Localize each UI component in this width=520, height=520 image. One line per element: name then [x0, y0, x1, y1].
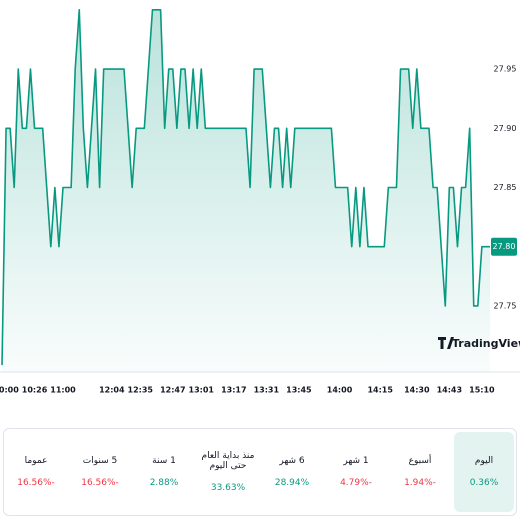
x-tick-label: 14:30	[404, 386, 430, 395]
y-tick-label: 27.85	[494, 183, 517, 192]
x-tick-label: 14:00	[327, 386, 353, 395]
chart: TradingView 27.7527.8027.8527.9027.9510:…	[0, 9, 520, 395]
x-tick-label: 15:10	[469, 386, 495, 395]
period-tab[interactable]: 5 سنوات -16.56%	[70, 432, 130, 512]
x-tick-label: 11:00	[50, 386, 76, 395]
period-name: أسبوع	[408, 456, 432, 466]
period-change: -4.79%	[340, 478, 372, 488]
x-tick-label: 14:43	[437, 386, 462, 395]
y-tick-label: 27.95	[494, 65, 517, 74]
x-tick-label: 13:17	[221, 386, 246, 395]
period-change: -1.94%	[404, 478, 436, 488]
x-tick-label: 13:45	[286, 386, 312, 395]
period-name: 1 شهر	[343, 456, 369, 466]
period-tab[interactable]: 1 شهر -4.79%	[326, 432, 386, 512]
area	[2, 9, 490, 372]
x-tick-label: 12:47	[160, 386, 185, 395]
period-tab[interactable]: 6 شهر 28.94%	[262, 432, 322, 512]
period-change: 28.94%	[274, 478, 310, 488]
period-tab[interactable]: أسبوع -1.94%	[390, 432, 450, 512]
last-price-badge	[491, 237, 517, 256]
x-tick-label: 13:01	[189, 386, 215, 395]
period-change: 33.63%	[210, 483, 246, 493]
price-line	[1, 9, 490, 366]
period-tab[interactable]: اليوم 0.36%	[454, 432, 514, 512]
period-name: اليوم	[474, 456, 494, 466]
period-name: 5 سنوات	[82, 456, 118, 466]
period-tab[interactable]: منذ بداية العام حتى اليوم 33.63%	[198, 432, 258, 512]
period-name: منذ بداية العام حتى اليوم	[201, 451, 255, 471]
period-name: 6 شهر	[279, 456, 305, 466]
period-tab[interactable]: عموما -16.56%	[6, 432, 66, 512]
x-tick-label: 12:35	[128, 386, 154, 395]
period-tab[interactable]: 1 سنة 2.88%	[134, 432, 194, 512]
x-tick-label: 12:04	[99, 386, 125, 395]
period-name: 1 سنة	[152, 456, 176, 466]
x-tick-label: 10:26	[22, 386, 48, 395]
performance-tabs: اليوم 0.36% أسبوع -1.94% 1 شهر -4.79% 6 شهر 28.…	[3, 428, 517, 516]
y-tick-label: 27.75	[494, 301, 517, 310]
x-tick-label: 10:00	[0, 386, 19, 395]
period-change: 2.88%	[149, 478, 179, 488]
period-change: 0.36%	[469, 478, 499, 488]
period-change: -16.56%	[81, 478, 119, 488]
last-price-label: 27.80	[493, 242, 516, 251]
plot	[1, 9, 490, 372]
x-tick-label: 14:15	[367, 386, 393, 395]
y-tick-label: 27.90	[494, 124, 517, 133]
period-change: -16.56%	[17, 478, 55, 488]
period-name: عموما	[24, 456, 48, 466]
x-tick-label: 13:31	[254, 386, 280, 395]
